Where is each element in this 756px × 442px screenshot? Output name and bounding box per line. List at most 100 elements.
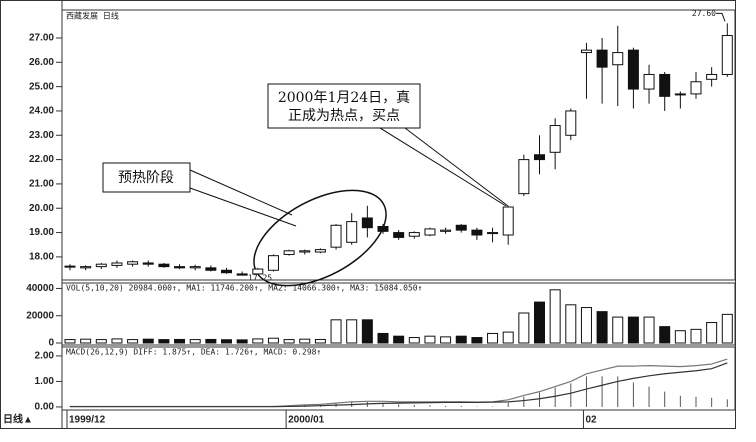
y-tick-label: 26.00 <box>29 57 54 68</box>
candle-body <box>534 154 545 161</box>
y-tick-label: 25.00 <box>29 81 54 92</box>
volume-bar <box>330 319 342 344</box>
volume-bar <box>221 339 232 344</box>
macd-line <box>70 362 728 408</box>
callout-box <box>102 162 191 193</box>
volume-bar <box>424 335 436 344</box>
y-tick-label: 22.00 <box>29 154 54 165</box>
candle-body <box>299 250 311 253</box>
volume-bar <box>706 322 718 344</box>
candle-body <box>142 262 154 265</box>
candle-body <box>267 255 279 271</box>
volume-bar <box>314 338 326 344</box>
candle-body <box>690 81 702 95</box>
volume-bar <box>205 338 217 344</box>
candle-body <box>440 229 452 232</box>
volume-bar <box>174 338 186 344</box>
x-tick-label: 2000/01 <box>288 415 325 426</box>
macd-panel <box>61 346 736 411</box>
callout-text: 2000年1月24日，真 <box>278 90 410 106</box>
volume-bar <box>487 332 499 344</box>
macd-legend: MACD(26,12,9) DIFF: 1.875↑, DEA: 1.726↑,… <box>66 348 321 357</box>
y-tick-label: 19.00 <box>29 227 54 238</box>
candle-body <box>424 228 436 236</box>
volume-bar <box>721 313 733 344</box>
volume-bar <box>565 304 577 344</box>
volume-bar <box>690 328 702 344</box>
candle-body <box>643 73 655 90</box>
callout-box <box>267 83 421 129</box>
volume-bar <box>111 338 123 344</box>
volume-bar <box>377 332 389 344</box>
y-tick-label: 18.00 <box>29 252 54 263</box>
candle-body <box>80 266 92 269</box>
candle-body <box>455 224 467 231</box>
candle-body <box>393 232 405 238</box>
candle-body <box>330 224 342 248</box>
candle-body <box>580 49 592 54</box>
candle-body <box>377 225 389 232</box>
volume-bar <box>534 301 545 344</box>
candle-body <box>346 221 358 243</box>
volume-bar <box>440 336 452 344</box>
callout-text: 正成为热点，买点 <box>288 108 400 124</box>
extreme-label: 27.60 <box>692 9 716 18</box>
candle-body <box>518 159 530 195</box>
y-tick-label: 21.00 <box>29 179 54 190</box>
x-tick-label: 1999/12 <box>69 415 106 426</box>
volume-bar <box>95 339 107 344</box>
volume-bar <box>252 338 264 344</box>
y-tick-label: 20.00 <box>29 203 54 214</box>
volume-bar <box>267 337 279 344</box>
volume-bar <box>361 319 373 344</box>
candle-body <box>565 110 577 136</box>
volume-panel <box>61 282 736 346</box>
candle-body <box>502 206 514 236</box>
volume-bar <box>596 311 608 344</box>
candle-body <box>283 250 295 255</box>
candle-body <box>221 269 232 274</box>
candle-body <box>174 266 186 269</box>
volume-bar <box>659 326 671 344</box>
candle-body <box>612 52 624 66</box>
candle-body <box>252 268 264 275</box>
volume-bar <box>674 330 686 344</box>
candle-body <box>111 262 123 266</box>
candle-body <box>659 73 671 97</box>
leader-line <box>379 127 509 207</box>
volume-bar <box>502 331 514 344</box>
candle-body <box>721 35 733 75</box>
candle-body <box>314 249 326 253</box>
frame <box>0 0 736 429</box>
candle-body <box>596 49 608 68</box>
chart-title: 西藏发展 日线 <box>66 11 119 21</box>
y-tick-label: 2.00 <box>35 351 55 362</box>
extreme-label: 17.25 <box>248 274 272 283</box>
volume-bar <box>80 338 92 344</box>
volume-bar <box>518 312 530 344</box>
volume-bar <box>299 338 311 344</box>
volume-bar <box>64 339 76 344</box>
candle-body <box>158 263 170 268</box>
volume-bar <box>127 339 139 344</box>
volume-bar <box>455 335 467 344</box>
volume-bar <box>283 339 295 344</box>
y-tick-label: 1.00 <box>35 376 55 387</box>
candle-body <box>64 265 76 268</box>
volume-bar <box>346 319 358 344</box>
y-tick-label: 40000 <box>26 283 54 294</box>
x-axis-label: 日线▲ <box>3 413 33 426</box>
y-tick-label: 20000 <box>26 310 54 321</box>
y-tick-label: 27.00 <box>29 33 54 44</box>
price-panel <box>61 9 736 281</box>
volume-bar <box>612 316 624 344</box>
candle-body <box>408 232 420 237</box>
volume-bar <box>627 316 639 344</box>
volume-bar <box>236 339 248 344</box>
candle-body <box>549 125 561 153</box>
x-tick-label: 02 <box>585 415 597 426</box>
leader-line <box>189 169 297 227</box>
candle-body <box>189 266 201 269</box>
volume-bar <box>393 335 405 344</box>
